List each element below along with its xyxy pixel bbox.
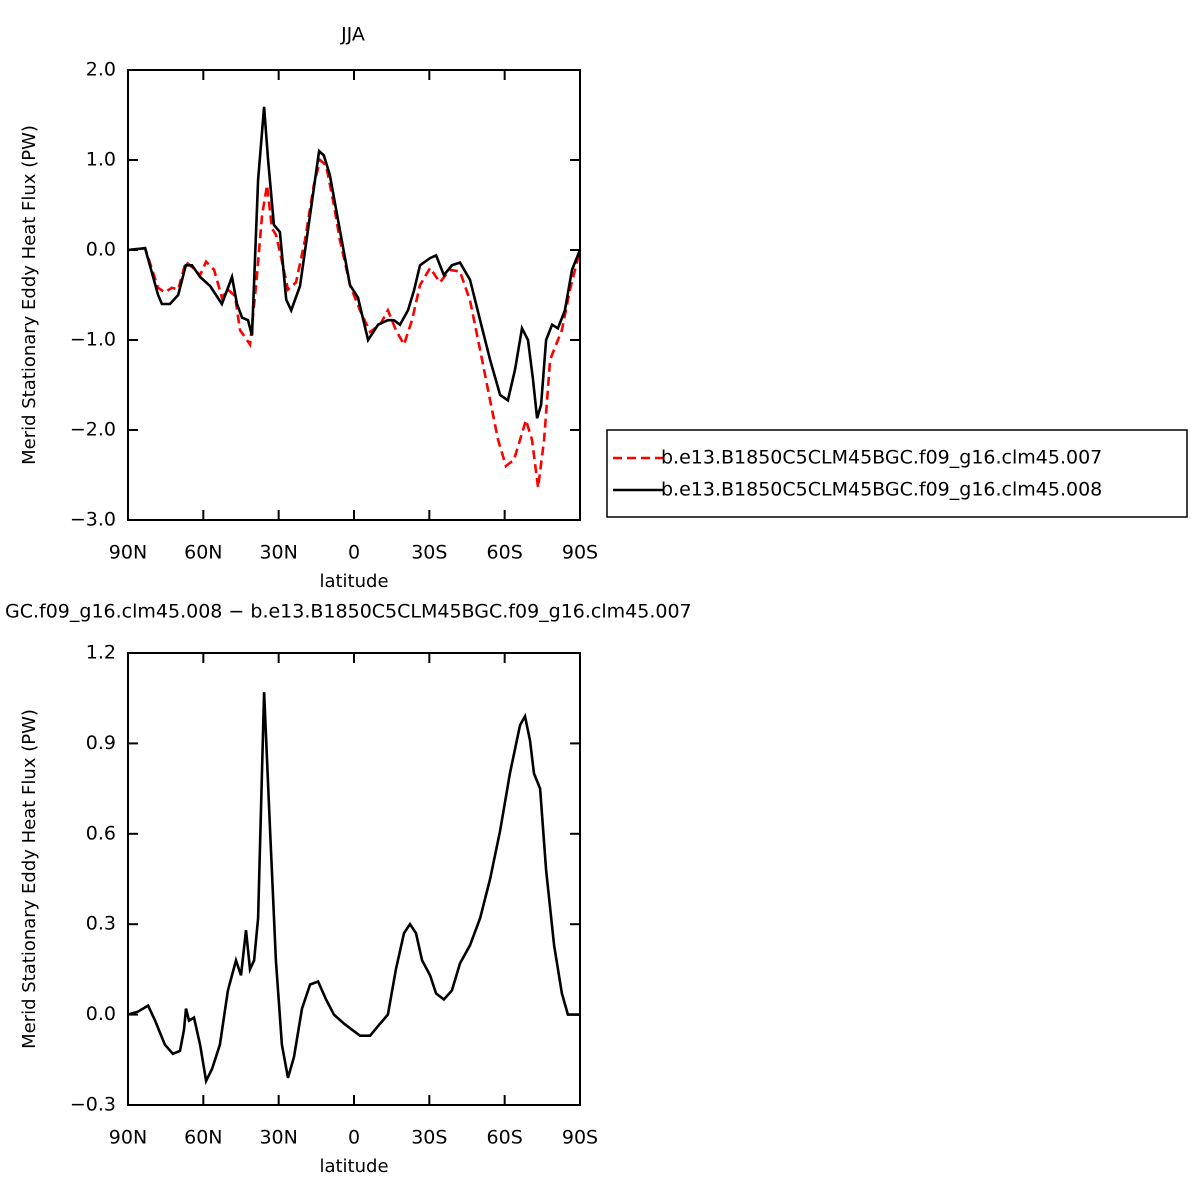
y-axis-label: Merid Stationary Eddy Heat Flux (PW) <box>19 125 40 465</box>
x-axis-label: latitude <box>319 1156 388 1177</box>
x-tick-label: 60S <box>487 542 523 564</box>
x-tick-label: 90N <box>109 1127 147 1149</box>
x-tick-label: 60S <box>487 1127 523 1149</box>
x-tick-label: 30N <box>259 542 297 564</box>
y-tick-label: −1.0 <box>70 329 116 351</box>
y-tick-label: 2.0 <box>86 59 116 81</box>
y-tick-label: 0.0 <box>86 239 116 261</box>
legend-label: b.e13.B1850C5CLM45BGC.f09_g16.clm45.008 <box>661 479 1102 501</box>
chart-title: GC.f09_g16.clm45.008 − b.e13.B1850C5CLM4… <box>5 601 692 623</box>
y-tick-label: 0.3 <box>86 913 116 935</box>
legend-box <box>606 429 1188 518</box>
y-tick-label: −3.0 <box>70 509 116 531</box>
x-tick-label: 60N <box>184 1127 222 1149</box>
x-tick-label: 30S <box>411 1127 447 1149</box>
plot-frame <box>127 652 581 1106</box>
y-tick-label: 0.6 <box>86 822 116 844</box>
y-tick-label: 0.0 <box>86 1003 116 1025</box>
y-tick-label: 1.2 <box>86 642 116 664</box>
y-tick-label: 0.9 <box>86 732 116 754</box>
y-tick-label: 1.0 <box>86 149 116 171</box>
x-tick-label: 0 <box>348 1127 360 1149</box>
x-tick-label: 90N <box>109 542 147 564</box>
x-tick-label: 30N <box>259 1127 297 1149</box>
y-axis-label: Merid Stationary Eddy Heat Flux (PW) <box>19 709 40 1049</box>
data-line <box>127 157 582 488</box>
data-line <box>127 106 582 419</box>
x-axis-label: latitude <box>319 571 388 592</box>
y-tick-label: −2.0 <box>70 419 116 441</box>
x-tick-label: 30S <box>411 542 447 564</box>
x-tick-label: 90S <box>562 542 598 564</box>
y-tick-label: −0.3 <box>70 1094 116 1116</box>
chart-title: JJA <box>340 24 365 46</box>
x-tick-label: 90S <box>562 1127 598 1149</box>
legend-label: b.e13.B1850C5CLM45BGC.f09_g16.clm45.007 <box>661 447 1102 469</box>
data-line <box>127 692 580 1086</box>
x-tick-label: 60N <box>184 542 222 564</box>
x-tick-label: 0 <box>348 542 360 564</box>
